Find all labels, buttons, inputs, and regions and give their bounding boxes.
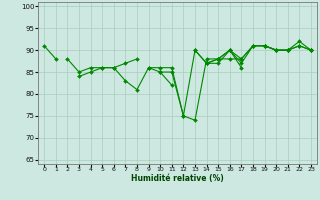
X-axis label: Humidité relative (%): Humidité relative (%) — [131, 174, 224, 183]
